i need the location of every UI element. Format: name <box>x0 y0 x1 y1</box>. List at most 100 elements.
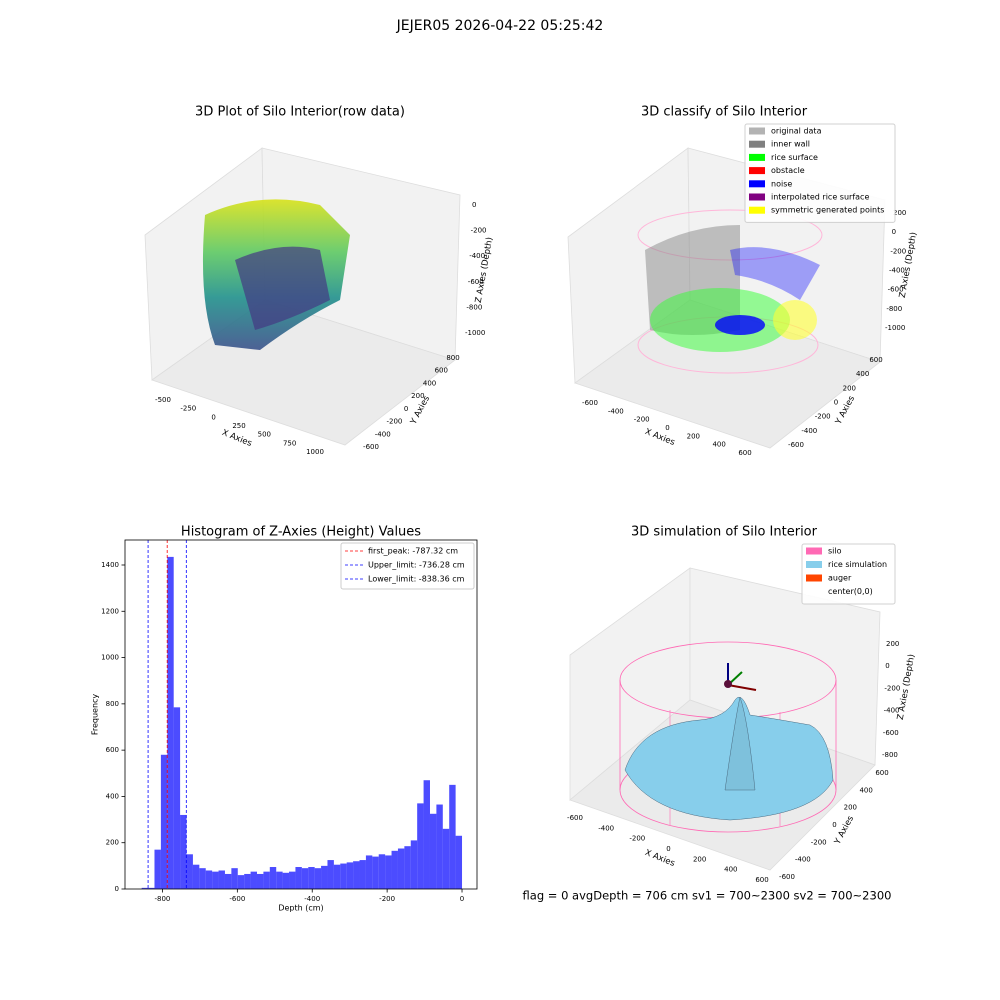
histogram-bar <box>423 780 430 889</box>
legend-label: first_peak: -787.32 cm <box>368 547 458 556</box>
histogram-bar <box>340 863 347 889</box>
x-tick-label: -200 <box>379 895 395 903</box>
legend-swatch <box>749 180 765 188</box>
legend-swatch <box>749 153 765 161</box>
z-tick-label: -600 <box>468 278 484 286</box>
legend-label: interpolated rice surface <box>771 193 869 202</box>
histogram-bar <box>333 864 341 889</box>
legend-swatch <box>806 547 822 555</box>
histogram-bar <box>148 887 155 889</box>
x-tick-label: -600 <box>582 399 598 407</box>
histogram-bar <box>314 868 322 889</box>
legend-label: Lower_limit: -838.36 cm <box>368 575 465 584</box>
x-tick-label: -500 <box>155 396 171 404</box>
histogram-bar <box>321 865 328 889</box>
y-tick-label: 600 <box>106 746 119 754</box>
legend-box <box>801 543 896 605</box>
y-tick-label: 200 <box>106 839 119 847</box>
legend-label: inner wall <box>771 140 810 149</box>
y-tick-label: -200 <box>811 838 827 846</box>
legend-label: noise <box>771 179 792 188</box>
legend-box <box>744 123 896 223</box>
y-tick-label: -400 <box>795 856 811 864</box>
histogram-bar <box>250 871 257 889</box>
y-tick-label: 200 <box>411 392 424 400</box>
x-tick-label: 250 <box>232 422 245 430</box>
x-axis-label: Depth (cm) <box>278 904 323 913</box>
panes-4 <box>569 567 881 871</box>
histogram-bar <box>160 754 168 889</box>
z-axis-label: Z Axies (Depth) <box>898 231 919 298</box>
plot-frame <box>124 539 478 890</box>
subplot-title: 3D simulation of Silo Interior <box>631 525 818 540</box>
histogram-bar <box>231 868 238 889</box>
suptitle: JEJER05 2026-04-22 05:25:42 <box>396 18 604 34</box>
x-tick-label: -600 <box>567 814 583 822</box>
histogram-bar <box>429 813 437 889</box>
y-tick-label: 1200 <box>101 607 119 615</box>
histogram-bar <box>212 871 219 889</box>
legend-label: auger <box>828 574 852 583</box>
y-axis-label: Y Axies <box>832 814 856 847</box>
histogram-bar <box>404 846 411 889</box>
z-tick-label: -800 <box>466 303 482 311</box>
histogram-bar <box>301 868 309 889</box>
x-tick-label: -250 <box>180 405 196 413</box>
x-tick-label: -200 <box>629 835 645 843</box>
histogram-bar <box>167 556 174 889</box>
legend-label: center(0,0) <box>828 587 873 596</box>
y-axis-label: Frequency <box>91 694 100 736</box>
x-tick-label: -400 <box>608 407 624 415</box>
legend-label: original data <box>771 127 822 136</box>
histogram-bar <box>256 873 264 889</box>
panes-1 <box>144 147 461 446</box>
y-tick-label: 600 <box>435 367 448 375</box>
legend-swatch <box>749 140 765 148</box>
histogram-bar <box>327 860 334 889</box>
y-tick-label: 400 <box>859 786 872 794</box>
legend-label: Upper_limit: -736.28 cm <box>368 561 465 570</box>
z-tick-label: -200 <box>890 247 906 255</box>
x-tick-label: 0 <box>665 424 669 432</box>
y-tick-label: 0 <box>834 399 838 407</box>
y-tick-label: 200 <box>844 804 857 812</box>
histogram-bar <box>276 871 283 889</box>
z-tick-label: -1000 <box>885 324 905 332</box>
x-tick-label: 0 <box>460 895 464 903</box>
histogram-bar <box>397 848 405 889</box>
y-tick-label: 800 <box>106 700 119 708</box>
x-axis-label: X Axies <box>220 428 253 449</box>
histogram-bar <box>391 850 398 889</box>
z-tick-label: -200 <box>884 684 900 692</box>
z-tick-label: -1000 <box>465 329 485 337</box>
y-tick-label: 400 <box>856 370 869 378</box>
histogram-bar <box>359 860 366 889</box>
z-tick-label: -800 <box>882 751 898 759</box>
histogram-bar <box>365 855 373 889</box>
legend-label: silo <box>828 547 842 556</box>
y-tick-label: -400 <box>375 430 391 438</box>
x-tick-label: -400 <box>304 895 320 903</box>
x-tick-label: -600 <box>229 895 245 903</box>
z-tick-label: -600 <box>883 729 899 737</box>
x-tick-label: 0 <box>666 845 670 853</box>
histogram-bar <box>295 867 302 889</box>
z-tick-label: 200 <box>893 209 906 217</box>
histogram-bar <box>180 814 187 889</box>
y-tick-label: 600 <box>875 769 888 777</box>
subplot-title: 3D Plot of Silo Interior(row data) <box>195 105 405 120</box>
histogram-bar <box>269 867 277 889</box>
histogram-bar <box>218 870 225 889</box>
histogram-bar <box>205 870 213 889</box>
histogram-bar <box>449 784 456 889</box>
legend-label: obstacle <box>771 166 805 175</box>
histogram-bar <box>173 707 181 889</box>
histogram-bar <box>141 887 149 889</box>
y-tick-label: 600 <box>869 356 882 364</box>
histogram-bar <box>417 803 424 889</box>
y-tick-label: 400 <box>423 379 436 387</box>
x-tick-label: 400 <box>724 866 737 874</box>
legend-box <box>340 542 475 590</box>
z-tick-label: -400 <box>889 267 905 275</box>
